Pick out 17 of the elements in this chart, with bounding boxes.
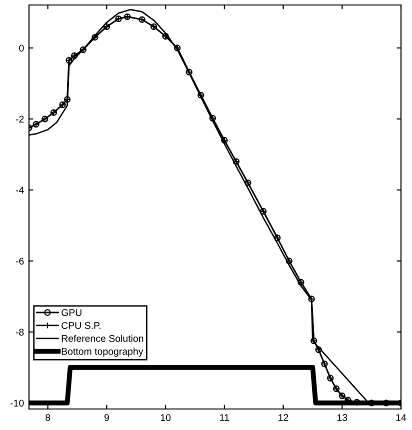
y-tick-label: -8	[16, 328, 24, 336]
y-tick-label: 0	[19, 44, 24, 52]
legend-label: GPU	[62, 309, 82, 316]
y-tick-label: -2	[16, 116, 24, 122]
legend-label: Bottom topography	[62, 348, 144, 357]
x-tick-label: 9	[104, 414, 109, 421]
x-tick-label: 10	[160, 414, 171, 421]
y-tick-label: -10	[10, 400, 24, 407]
x-tick-label: 11	[220, 414, 229, 421]
legend-label: CPU S.P.	[62, 322, 101, 329]
x-tick-label: 12	[278, 414, 288, 421]
legend-label: Reference Solution	[62, 334, 144, 342]
x-tick-label: 8	[46, 414, 50, 421]
y-tick-label: -6	[16, 258, 24, 265]
y-tick-label: -4	[16, 186, 24, 194]
x-tick-label: 14	[396, 414, 406, 421]
x-tick-label: 13	[337, 414, 348, 421]
